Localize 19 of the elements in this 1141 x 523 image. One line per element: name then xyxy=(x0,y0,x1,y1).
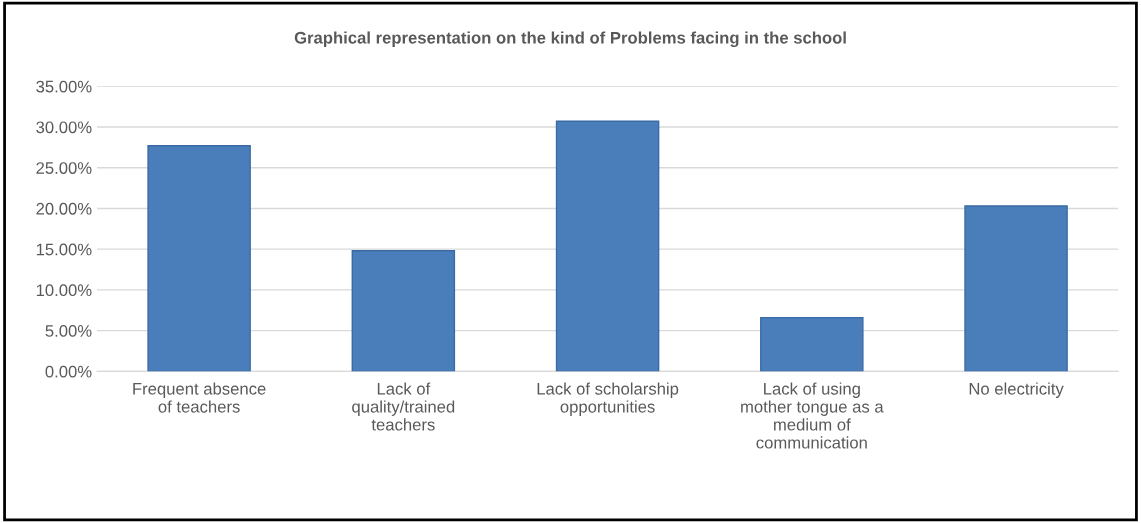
chart-title: Graphical representation on the kind of Problems facing in the school xyxy=(294,31,846,48)
y-tick-label: 25.00% xyxy=(36,162,92,174)
y-tick-label: 20.00% xyxy=(36,202,92,215)
y-tick-label: 35.00% xyxy=(36,80,92,93)
bar xyxy=(760,316,864,372)
y-tick-label: 30.00% xyxy=(36,121,92,134)
x-tick-label: Lack of using mother tongue as a medium of communication xyxy=(741,382,884,449)
x-tick-label: Lack of scholarship opportunities xyxy=(537,382,679,416)
x-tick-label: Frequent absence of teachers xyxy=(133,382,266,413)
bar xyxy=(147,145,251,372)
bar xyxy=(964,205,1068,372)
x-tick-label: No electricity xyxy=(969,382,1064,398)
y-tick-label: 10.00% xyxy=(36,284,92,297)
y-tick-label: 5.00% xyxy=(45,325,92,337)
y-tick-label: 15.00% xyxy=(36,243,92,256)
bar xyxy=(555,120,660,372)
x-tick-label: Lack of quality/trained teachers xyxy=(352,382,455,431)
bar xyxy=(351,250,456,372)
y-tick-label: 0.00% xyxy=(45,365,92,378)
